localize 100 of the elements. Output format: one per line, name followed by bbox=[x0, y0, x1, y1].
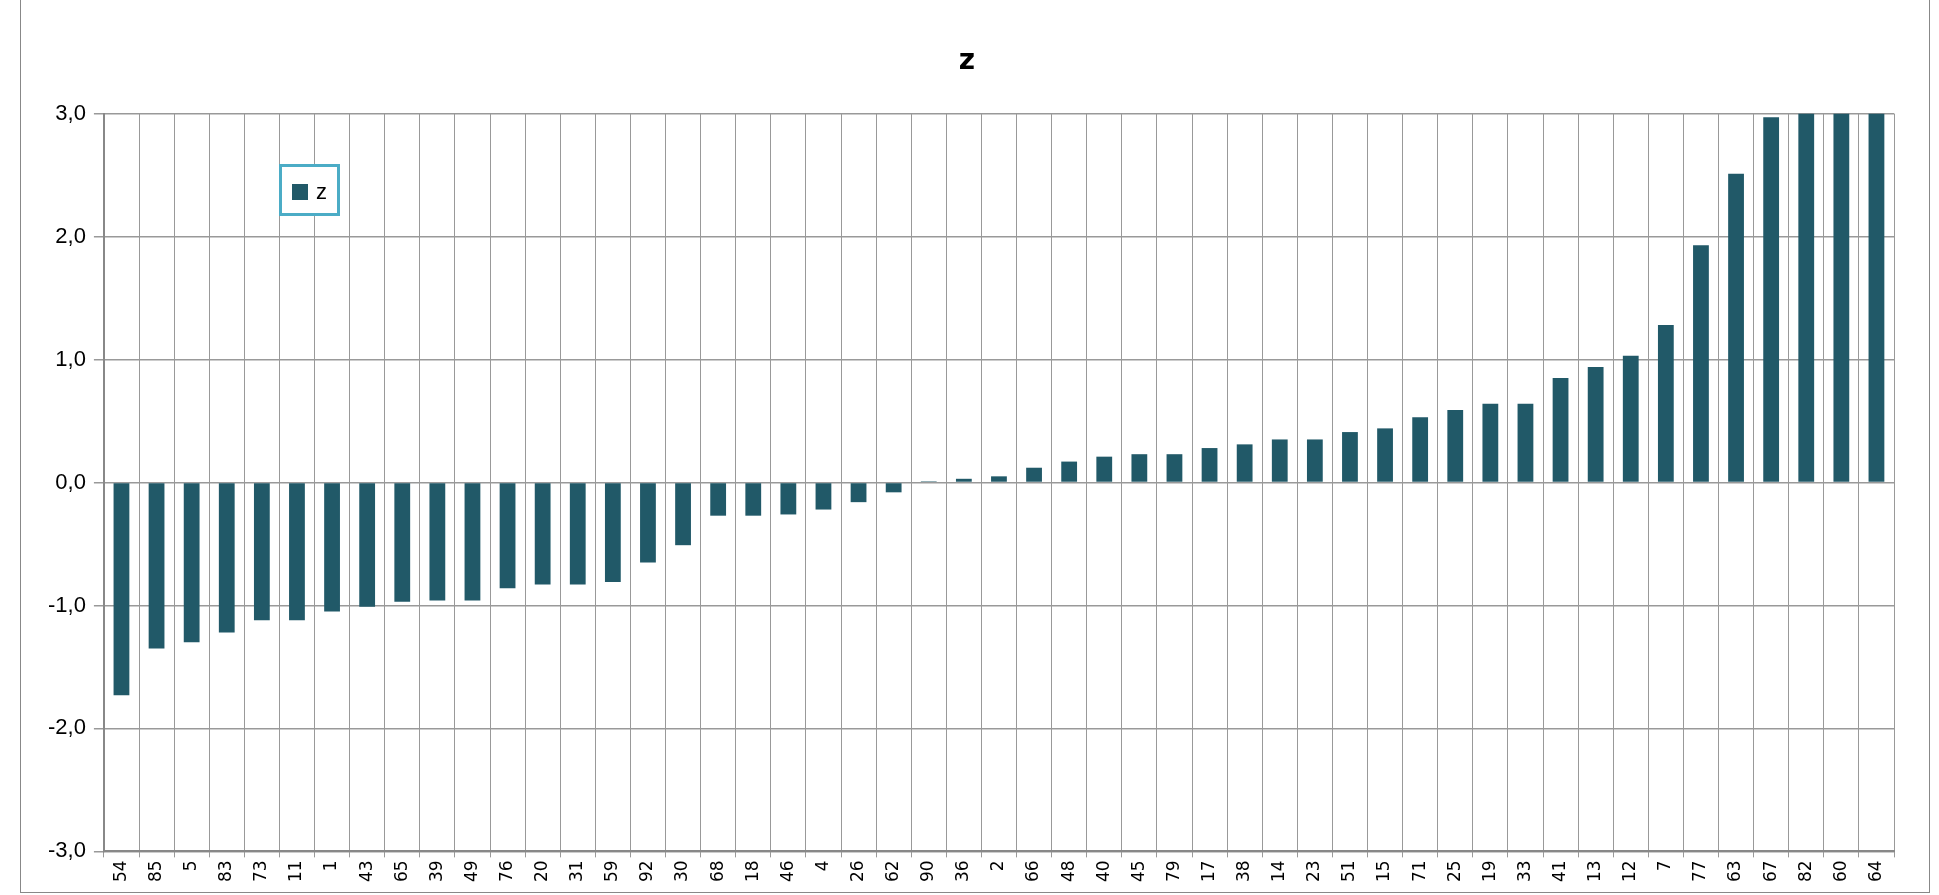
x-tick-label: 40 bbox=[1092, 860, 1113, 883]
x-tick-label: 11 bbox=[285, 860, 306, 883]
bar bbox=[1096, 456, 1113, 482]
x-tick-label: 73 bbox=[250, 860, 271, 883]
x-tick-label: 43 bbox=[355, 860, 376, 883]
bar bbox=[1833, 113, 1850, 482]
bar bbox=[1552, 377, 1569, 482]
x-tick-label: 63 bbox=[1724, 860, 1745, 883]
bar bbox=[1166, 454, 1183, 482]
bar bbox=[183, 483, 200, 643]
x-tick-label: 67 bbox=[1759, 860, 1780, 883]
bar bbox=[394, 483, 411, 602]
x-tick-label: 46 bbox=[776, 860, 797, 883]
x-tick-label: 23 bbox=[1303, 860, 1324, 883]
x-tick-label: 76 bbox=[495, 860, 516, 883]
x-tick-label: 71 bbox=[1408, 860, 1429, 883]
bar bbox=[1377, 428, 1393, 482]
x-tick-label: 2 bbox=[987, 860, 1008, 872]
x-tick-label: 82 bbox=[1794, 860, 1815, 883]
bar bbox=[1412, 417, 1429, 482]
bar bbox=[218, 483, 235, 633]
bar bbox=[710, 483, 727, 516]
bar bbox=[1693, 245, 1709, 482]
bar bbox=[1657, 325, 1674, 482]
bar bbox=[1517, 403, 1534, 482]
x-tick-label: 25 bbox=[1443, 860, 1464, 883]
x-tick-label: 45 bbox=[1127, 860, 1148, 883]
x-tick-label: 31 bbox=[566, 860, 587, 883]
x-tick-label: 83 bbox=[215, 860, 236, 883]
bar bbox=[1061, 461, 1078, 482]
x-tick-label: 66 bbox=[1022, 860, 1043, 883]
x-tick-label: 4 bbox=[811, 860, 832, 872]
bar bbox=[1763, 117, 1780, 482]
bar bbox=[1622, 355, 1639, 482]
bar bbox=[675, 483, 691, 546]
bar bbox=[429, 483, 446, 601]
x-tick-label: 39 bbox=[425, 860, 446, 883]
x-tick-label: 59 bbox=[601, 860, 622, 883]
bar bbox=[1798, 113, 1815, 482]
x-tick-label: 26 bbox=[846, 860, 867, 883]
x-tick-label: 54 bbox=[109, 860, 130, 883]
x-tick-label: 62 bbox=[882, 860, 903, 883]
x-tick-label: 38 bbox=[1233, 860, 1254, 883]
x-tick-label: 15 bbox=[1373, 860, 1394, 883]
legend-label: z bbox=[315, 178, 327, 205]
x-tick-label: 7 bbox=[1654, 860, 1675, 872]
x-tick-label: 19 bbox=[1478, 860, 1499, 883]
bar bbox=[148, 483, 165, 649]
x-tick-label: 68 bbox=[706, 860, 727, 883]
y-tick-label: 1,0 bbox=[55, 345, 86, 371]
bar bbox=[534, 483, 551, 585]
bar bbox=[253, 483, 270, 621]
bar bbox=[113, 483, 130, 696]
bar bbox=[289, 483, 305, 621]
bar bbox=[1201, 448, 1218, 482]
bar bbox=[464, 483, 481, 601]
bar bbox=[1306, 439, 1323, 482]
bar bbox=[1868, 113, 1885, 482]
x-tick-label: 20 bbox=[531, 860, 552, 883]
x-tick-label: 49 bbox=[460, 860, 481, 883]
bar bbox=[604, 483, 621, 583]
x-tick-label: 30 bbox=[671, 860, 692, 883]
x-tick-label: 92 bbox=[636, 860, 657, 883]
x-tick-label: 64 bbox=[1864, 860, 1885, 883]
bar bbox=[1342, 432, 1358, 482]
bar bbox=[815, 483, 832, 510]
bar bbox=[780, 483, 797, 515]
bar bbox=[1131, 454, 1148, 482]
bar bbox=[640, 483, 656, 563]
x-tick-label: 33 bbox=[1513, 860, 1534, 883]
y-tick-label: 3,0 bbox=[55, 99, 86, 125]
bar bbox=[1447, 409, 1464, 482]
bar bbox=[991, 476, 1007, 482]
y-tick-label: 0,0 bbox=[55, 468, 86, 494]
x-tick-label: 79 bbox=[1162, 860, 1183, 883]
x-tick-label: 41 bbox=[1548, 860, 1569, 883]
bar bbox=[1236, 444, 1253, 482]
x-tick-label: 51 bbox=[1338, 860, 1359, 883]
x-tick-label: 14 bbox=[1268, 860, 1289, 883]
bar bbox=[885, 483, 902, 493]
y-tick-label: -3,0 bbox=[47, 837, 86, 863]
bar bbox=[1271, 439, 1288, 482]
y-tick-label: -2,0 bbox=[47, 714, 86, 740]
bar bbox=[359, 483, 376, 607]
bar bbox=[499, 483, 516, 589]
x-tick-label: 65 bbox=[390, 860, 411, 883]
bar bbox=[955, 478, 972, 482]
bar bbox=[745, 483, 762, 516]
x-tick-label: 1 bbox=[320, 860, 341, 872]
x-tick-label: 13 bbox=[1584, 860, 1605, 883]
x-tick-label: 90 bbox=[917, 860, 938, 883]
bar bbox=[1587, 366, 1604, 482]
bar bbox=[569, 483, 586, 585]
x-tick-label: 48 bbox=[1057, 860, 1078, 883]
x-tick-label: 17 bbox=[1197, 860, 1218, 883]
x-tick-label: 77 bbox=[1689, 860, 1710, 883]
bar bbox=[1728, 173, 1744, 482]
chart-title: z bbox=[958, 43, 976, 77]
x-tick-label: 18 bbox=[741, 860, 762, 883]
y-tick-label: -1,0 bbox=[47, 591, 86, 617]
